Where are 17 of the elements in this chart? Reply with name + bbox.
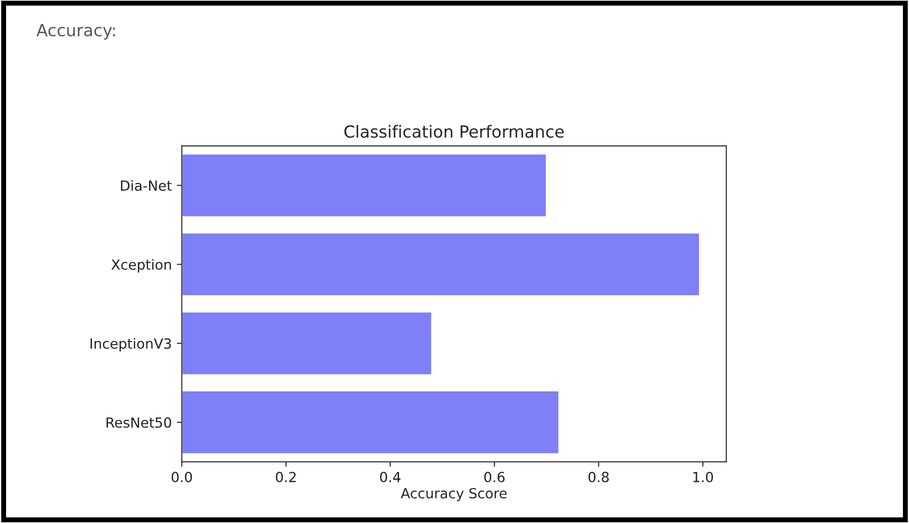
x-axis-title: Accuracy Score xyxy=(400,488,507,502)
bar xyxy=(182,390,560,455)
x-tick-label: 0.2 xyxy=(276,472,296,482)
x-tick-label: 0.0 xyxy=(172,472,192,482)
y-tick-label: Dia-Net xyxy=(120,180,172,191)
x-tick-label: 1.0 xyxy=(693,472,713,482)
chart-title: Classification Performance xyxy=(344,124,564,138)
y-tick-label: ResNet50 xyxy=(106,417,172,428)
bar xyxy=(182,232,700,297)
bar xyxy=(182,311,433,376)
x-tick-label: 0.4 xyxy=(380,472,400,482)
bar xyxy=(182,153,548,218)
x-tick-label: 0.6 xyxy=(484,472,505,482)
y-tick-label: Xception xyxy=(111,259,171,273)
text: Accuracy: xyxy=(36,24,115,40)
y-tick-label: InceptionV3 xyxy=(90,338,171,352)
x-tick-label: 0.8 xyxy=(588,472,609,482)
